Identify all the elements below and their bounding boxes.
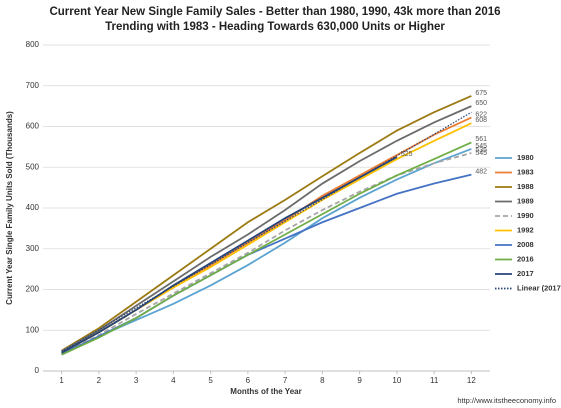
series-line [61, 156, 398, 354]
end-label: 482 [475, 168, 487, 175]
end-label: 545 [475, 143, 487, 150]
chart-title: Trending with 1983 - Heading Towards 630… [105, 21, 445, 33]
legend-label: 2008 [517, 240, 534, 249]
series-line [61, 141, 472, 356]
y-tick-label: 600 [26, 122, 40, 131]
x-tick-label: 4 [171, 376, 176, 385]
x-tick-label: 2 [97, 376, 102, 385]
end-label: 675 [475, 90, 487, 97]
x-tick-label: 6 [246, 376, 251, 385]
x-tick-label: 9 [357, 376, 362, 385]
series-line [61, 95, 472, 352]
legend-label: 1988 [517, 182, 534, 191]
end-label: 650 [475, 100, 487, 107]
x-tick-label: 3 [134, 376, 139, 385]
end-label: 525 [401, 151, 413, 158]
x-axis-label: Months of the Year [230, 387, 301, 396]
legend-label: 1990 [517, 211, 534, 220]
y-tick-label: 500 [26, 162, 40, 171]
x-tick-label: 7 [283, 376, 288, 385]
series-line [61, 173, 472, 355]
y-tick-label: 800 [26, 40, 40, 49]
y-tick-label: 100 [26, 325, 40, 334]
legend-label: 1992 [517, 225, 534, 234]
y-axis-label: Current Year Single Family Units Sold (T… [5, 111, 14, 305]
footer: http://www.itstheeconomy.info [457, 396, 556, 405]
x-tick-label: 11 [430, 376, 439, 385]
series-line [61, 105, 472, 353]
end-label: 535 [475, 147, 487, 154]
legend-label: 1989 [517, 196, 534, 205]
y-tick-label: 0 [35, 366, 40, 375]
x-tick-label: 10 [392, 376, 401, 385]
legend-label: 2017 [517, 269, 534, 278]
x-tick-label: 5 [208, 376, 213, 385]
annotation: 545 [475, 150, 487, 157]
x-tick-label: 1 [59, 376, 64, 385]
y-tick-label: 200 [26, 285, 40, 294]
y-tick-label: 700 [26, 81, 40, 90]
series-line [61, 111, 472, 352]
x-tick-label: 12 [467, 376, 476, 385]
end-label: 608 [475, 117, 487, 124]
y-tick-label: 300 [26, 244, 40, 253]
series-line [61, 148, 472, 356]
end-label: 561 [475, 136, 487, 143]
legend-label: 1983 [517, 167, 534, 176]
legend-label: Linear (2017) [517, 283, 561, 292]
y-tick-label: 400 [26, 203, 40, 212]
legend-label: 2016 [517, 254, 534, 263]
end-label: 622 [475, 111, 487, 118]
chart-title: Current Year New Single Family Sales - B… [49, 6, 500, 18]
legend-label: 1980 [517, 153, 534, 162]
x-tick-label: 8 [320, 376, 325, 385]
